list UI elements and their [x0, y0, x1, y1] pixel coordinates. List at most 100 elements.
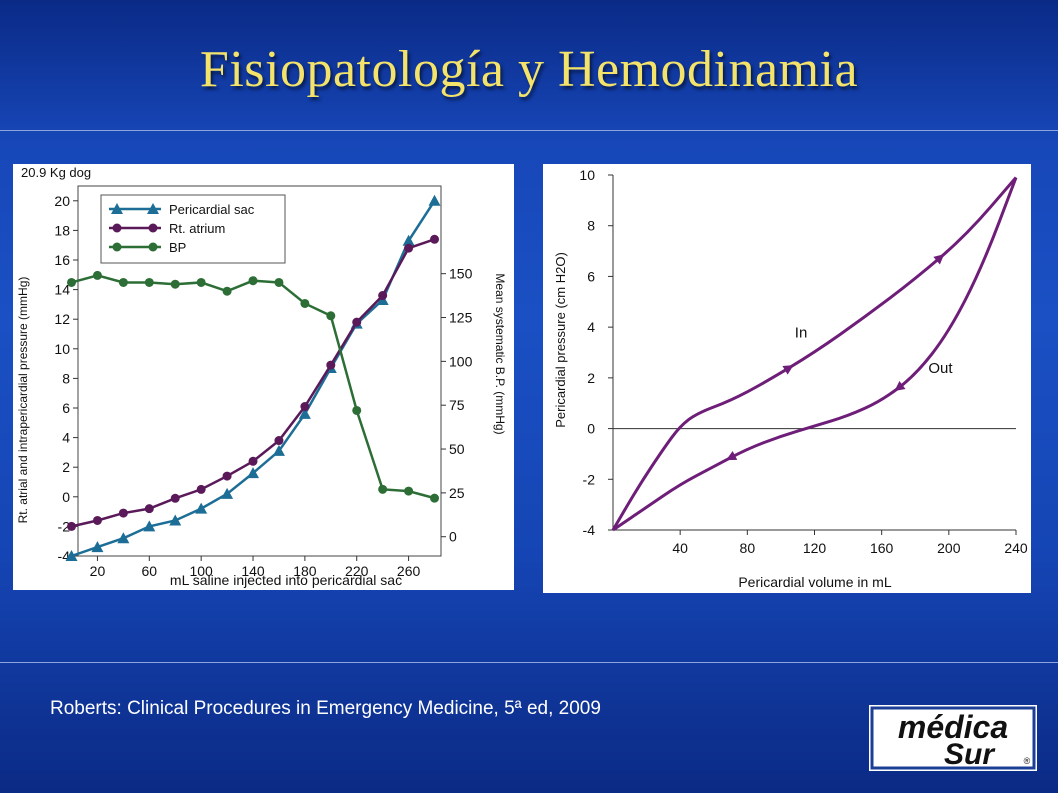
x-tick-label: 200 [937, 540, 961, 556]
y-tick-label: 8 [587, 218, 595, 234]
data-point [92, 515, 102, 525]
data-point [196, 277, 206, 287]
y-tick-label: 14 [54, 282, 70, 298]
y-tick-label: 16 [54, 252, 70, 268]
data-point [169, 514, 182, 526]
x-tick-label: 220 [345, 563, 369, 579]
x-tick-label: 160 [870, 540, 894, 556]
legend-label: BP [169, 240, 186, 255]
data-point [112, 223, 122, 233]
data-point [117, 532, 130, 544]
y-tick-label: -2 [583, 471, 596, 487]
y-tick-label: 20 [54, 193, 70, 209]
data-point [118, 277, 128, 287]
x-tick-label: 260 [397, 563, 421, 579]
y-right-tick-label: 75 [449, 397, 465, 413]
title-divider [0, 130, 1058, 131]
footer-divider [0, 662, 1058, 663]
data-point [118, 508, 128, 518]
chart-left-ylabel-right: Mean systematic B.P. (mmHg) [493, 273, 507, 434]
data-point [247, 467, 260, 479]
y-tick-label: 2 [62, 459, 70, 475]
data-point [195, 502, 208, 514]
pericardial-pressure-volume-chart: Pericardial volume in mL Pericardial pre… [553, 167, 1028, 590]
y-tick-label: 6 [62, 400, 70, 416]
chart-left-plot-frame [77, 185, 442, 557]
x-tick-label: 240 [1004, 540, 1028, 556]
data-point [65, 550, 78, 561]
data-point [300, 402, 310, 412]
y-tick-label: -4 [583, 522, 596, 538]
data-point [352, 405, 362, 415]
x-tick-label: 100 [189, 563, 213, 579]
data-point [112, 242, 122, 252]
annotation-out: Out [928, 360, 953, 377]
x-tick-label: 180 [293, 563, 317, 579]
series-line [612, 177, 1018, 532]
y-tick-label: 10 [54, 341, 70, 357]
y-right-tick-label: 150 [449, 266, 473, 282]
y-tick-label: 4 [62, 430, 70, 446]
data-point [404, 486, 414, 496]
data-point [248, 276, 258, 286]
citation-text: Roberts: Clinical Procedures in Emergenc… [50, 698, 601, 719]
data-point [170, 279, 180, 289]
data-point [147, 203, 159, 214]
direction-arrow [894, 380, 906, 392]
y-right-tick-label: 25 [449, 485, 465, 501]
series-line [611, 176, 1018, 531]
chart-right-ylabel: Pericardial pressure (cm H2O) [553, 252, 568, 428]
data-point [248, 456, 258, 466]
chart-left-ylabel: Rt. atrial and intrapericardial pressure… [16, 277, 30, 524]
y-right-tick-label: 125 [449, 310, 473, 326]
data-point [148, 242, 158, 252]
right-chart-panel: Pericardial volume in mL Pericardial pre… [543, 164, 1031, 593]
data-point [196, 484, 206, 494]
y-tick-label: 4 [587, 319, 595, 335]
chart-left-xlabel: mL saline injected into pericardial sac [170, 572, 402, 588]
y-tick-label: 12 [54, 311, 70, 327]
x-tick-label: 60 [142, 563, 158, 579]
data-point [144, 504, 154, 514]
data-point [170, 493, 180, 503]
chart-left-title: 20.9 Kg dog [21, 165, 91, 180]
y-tick-label: 10 [579, 167, 595, 183]
data-point [221, 487, 234, 499]
data-point [274, 277, 284, 287]
data-point [428, 194, 441, 206]
data-point [326, 360, 336, 370]
y-tick-label: 6 [587, 268, 595, 284]
data-point [143, 520, 156, 532]
data-point [402, 234, 415, 246]
y-tick-label: 8 [62, 370, 70, 386]
y-right-tick-label: 50 [449, 441, 465, 457]
direction-arrow [782, 365, 794, 375]
data-point [430, 234, 440, 244]
x-tick-label: 80 [740, 540, 756, 556]
medica-sur-logo-mark: médica Sur ® [870, 706, 1036, 771]
logo-registered-mark: ® [1024, 756, 1031, 766]
data-point [274, 436, 284, 446]
data-point [144, 277, 154, 287]
x-tick-label: 120 [803, 540, 827, 556]
medica-sur-logo: médica Sur ® [869, 705, 1037, 771]
y-tick-label: 0 [62, 489, 70, 505]
left-chart-panel: 20.9 Kg dog mL saline injected into peri… [13, 164, 514, 590]
data-point [298, 407, 311, 419]
y-right-tick-label: 0 [449, 529, 457, 545]
data-point [91, 541, 104, 553]
x-tick-label: 20 [90, 563, 106, 579]
data-point [111, 203, 123, 214]
data-point [272, 444, 285, 456]
data-point [430, 493, 440, 503]
legend-label: Pericardial sac [169, 202, 255, 217]
logo-line-2: Sur [944, 738, 996, 771]
data-point [67, 521, 77, 531]
data-point [378, 484, 388, 494]
direction-arrow [726, 450, 738, 461]
data-point [378, 291, 388, 301]
y-tick-label: -2 [58, 518, 71, 534]
pericardial-pressure-vs-saline-chart: 20.9 Kg dog mL saline injected into peri… [16, 165, 507, 588]
y-tick-label: 0 [587, 421, 595, 437]
data-point [92, 270, 102, 280]
